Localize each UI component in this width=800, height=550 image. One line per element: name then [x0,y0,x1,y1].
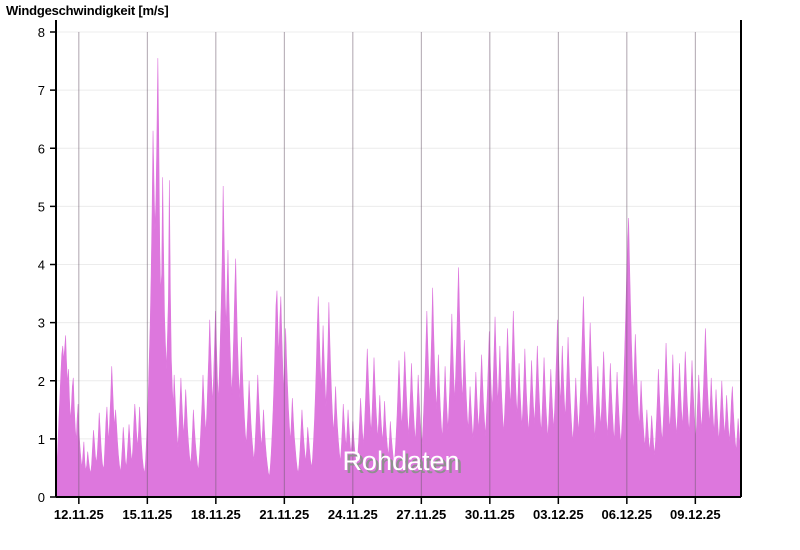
watermark-label: Rohdaten [342,446,459,476]
area-fill [55,58,742,498]
x-tick-label: 03.12.25 [533,507,584,522]
x-tick-label: 18.11.25 [191,507,241,522]
y-tick-label: 3 [38,316,45,331]
y-tick-label: 4 [38,258,45,273]
area-series [55,58,742,498]
y-tick-label: 8 [38,25,45,40]
vertical-gridlines [78,32,696,497]
y-tick-label: 2 [38,374,45,389]
watermark-rohdaten: Rohdaten Rohdaten [342,446,462,479]
x-tick-label: 06.12.25 [602,507,653,522]
x-tick-label: 09.12.25 [670,507,721,522]
y-tick-label: 6 [38,141,45,156]
x-tick-label: 12.11.25 [54,507,104,522]
y-tick-label: 7 [38,83,45,98]
x-tick-label: 30.11.25 [465,507,515,522]
x-tick-label: 21.11.25 [259,507,309,522]
x-tick-label: 15.11.25 [122,507,172,522]
x-tick-label: 27.11.25 [396,507,446,522]
chart-title: Windgeschwindigkeit [m/s] [6,3,169,18]
x-tick-label: 24.11.25 [328,507,378,522]
y-tick-label: 0 [38,490,45,505]
y-tick-label: 5 [38,199,45,214]
x-axis-ticks: 12.11.25 15.11.25 18.11.25 21.11.25 24.11.25… [54,497,721,522]
y-tick-label: 1 [38,432,45,447]
watermark-shadow-text: Rohdaten [345,449,462,479]
y-axis-ticks: 0 1 2 3 4 5 6 7 8 [38,25,56,505]
